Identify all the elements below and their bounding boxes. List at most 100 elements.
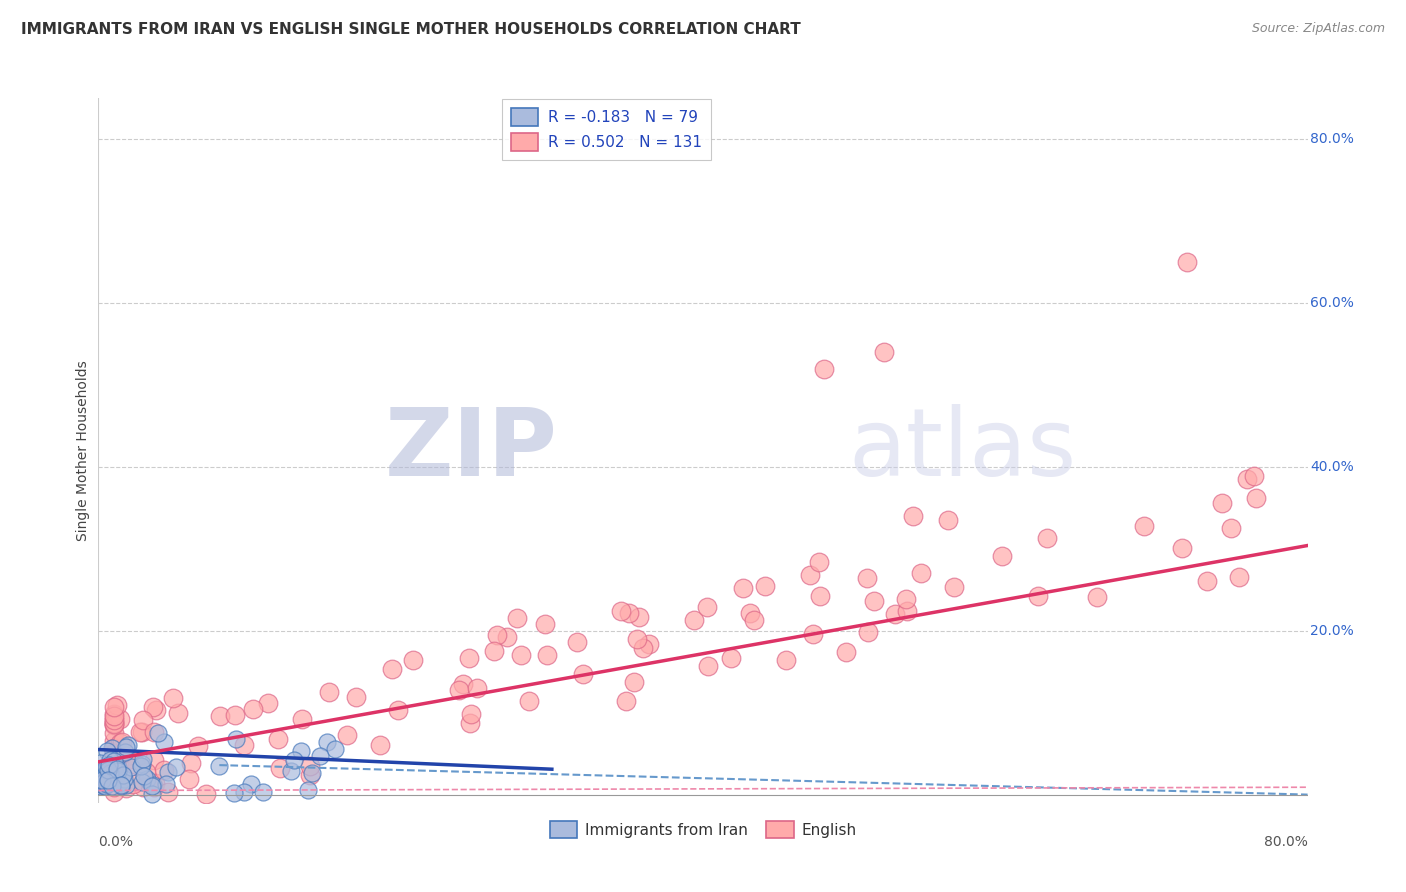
Point [103,769,125,783]
Point [610,604,633,618]
Point [97,764,120,779]
Point [884,607,907,622]
Point [856,570,879,584]
Point [936,513,959,527]
Point [153,734,176,748]
Point [90,777,112,791]
Point [142,700,165,714]
Point [517,694,540,708]
Point [131,725,153,739]
Point [103,715,125,730]
Point [110,747,132,762]
Point [731,581,754,595]
Point [387,703,409,717]
Text: 60.0%: 60.0% [1310,296,1354,310]
Text: atlas: atlas [848,404,1077,497]
Point [141,779,163,793]
Point [96,760,118,774]
Point [103,708,125,723]
Point [132,780,155,795]
Point [617,606,640,620]
Point [108,755,131,769]
Point [145,703,167,717]
Point [103,699,125,714]
Point [991,549,1014,564]
Point [96,744,118,758]
Point [108,776,131,790]
Point [111,768,134,782]
Point [627,610,650,624]
Point [298,759,321,773]
Point [103,718,125,732]
Point [224,786,246,800]
Point [148,726,170,740]
Point [1197,574,1219,589]
Point [754,578,776,592]
Point [614,694,637,708]
Point [336,728,359,742]
Point [1227,569,1250,583]
Text: ZIP: ZIP [385,404,558,497]
Point [536,648,558,662]
Point [368,738,391,752]
Point [97,774,120,789]
Point [120,759,142,773]
Point [96,765,118,780]
Point [316,734,339,748]
Point [291,712,314,726]
Point [100,768,122,782]
Point [344,690,367,705]
Point [1171,541,1194,555]
Point [1243,468,1265,483]
Point [87,763,110,777]
Point [457,651,479,665]
Point [101,772,124,787]
Point [280,764,302,778]
Point [1036,531,1059,545]
Point [100,765,122,780]
Point [103,760,125,774]
Point [157,785,180,799]
Point [110,778,132,792]
Point [534,617,557,632]
Point [112,772,135,786]
Point [943,581,966,595]
Point [323,742,346,756]
Point [103,773,125,788]
Point [110,736,132,750]
Point [103,713,125,727]
Point [131,759,153,773]
Point [101,780,124,794]
Point [638,637,661,651]
Legend: Immigrants from Iran, English: Immigrants from Iran, English [544,814,862,845]
Point [121,752,143,766]
Point [91,770,114,784]
Point [834,645,856,659]
Point [720,651,742,665]
Point [631,641,654,656]
Point [91,774,114,789]
Point [301,765,323,780]
Point [177,772,200,786]
Point [1236,472,1258,486]
Point [142,778,165,792]
Point [111,734,134,748]
Text: 40.0%: 40.0% [1310,460,1354,474]
Point [626,632,648,646]
Point [187,739,209,753]
Point [506,611,529,625]
Point [509,648,531,663]
Point [257,696,280,710]
Point [482,644,505,658]
Point [143,780,166,795]
Point [115,749,138,764]
Point [623,675,645,690]
Text: 0.0%: 0.0% [98,835,134,848]
Text: 80.0%: 80.0% [1310,132,1354,146]
Point [451,677,474,691]
Point [107,764,129,778]
Point [94,779,117,793]
Point [96,777,118,791]
Point [98,760,121,774]
Point [873,345,896,359]
